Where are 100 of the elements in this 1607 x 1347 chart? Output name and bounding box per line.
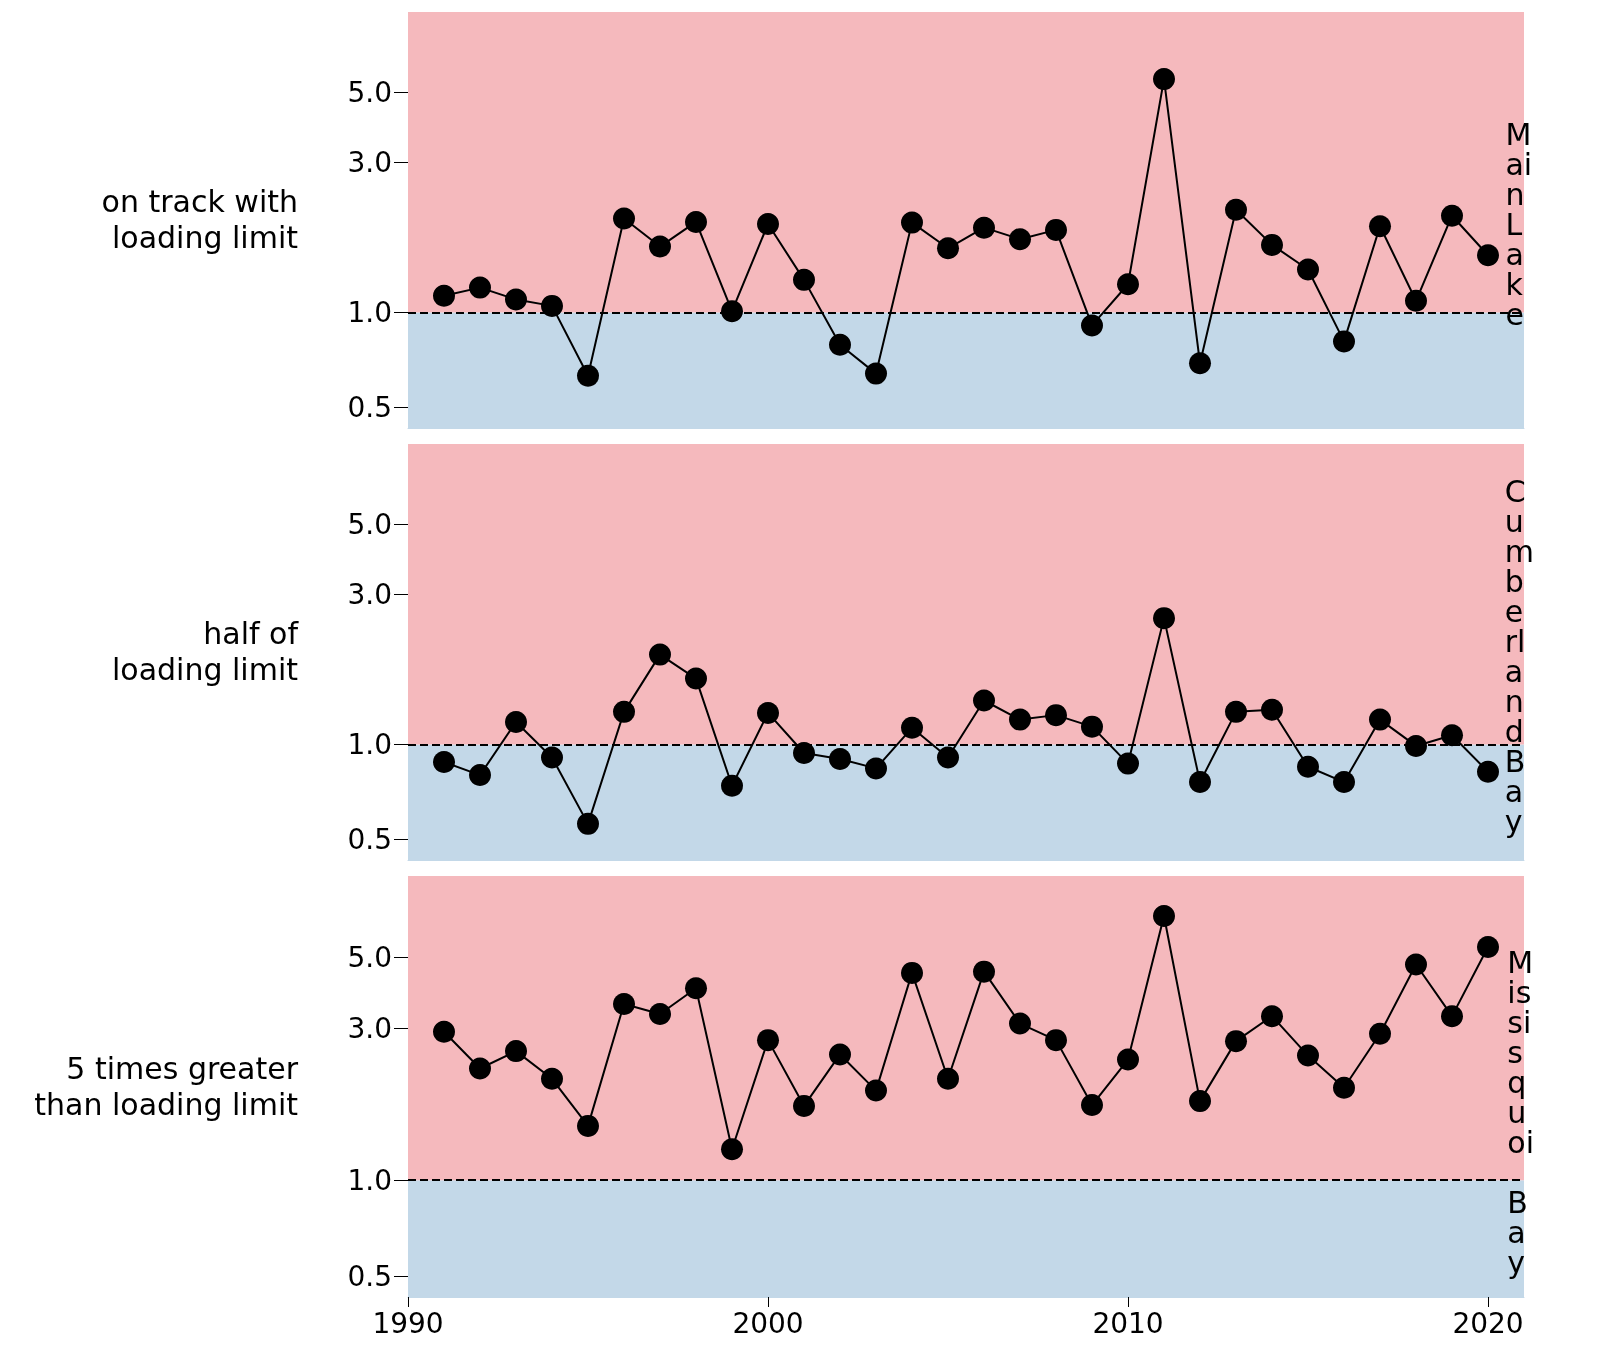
y-tick-label: 0.5 <box>347 390 392 424</box>
point <box>1225 700 1247 723</box>
point <box>577 812 599 835</box>
point <box>721 774 743 797</box>
y-tick-label: 3.0 <box>347 145 392 179</box>
point <box>1081 715 1103 738</box>
point <box>613 700 635 723</box>
point <box>685 210 707 233</box>
point <box>1333 771 1355 794</box>
point <box>1189 1090 1211 1113</box>
point <box>757 1029 779 1052</box>
point <box>793 1094 815 1117</box>
point <box>1009 1012 1031 1035</box>
point <box>1477 760 1499 783</box>
point <box>613 993 635 1015</box>
y-tick-label: 0.5 <box>347 1259 392 1293</box>
y-tick-label: 3.0 <box>347 1011 392 1045</box>
point <box>1261 233 1283 256</box>
point <box>1045 218 1067 241</box>
text: 5 times greater than loading limit <box>34 1050 298 1123</box>
point <box>901 716 923 739</box>
point <box>469 276 491 299</box>
point <box>1297 755 1319 778</box>
point <box>505 710 527 733</box>
point <box>793 268 815 291</box>
point <box>541 746 563 769</box>
y-tick-label: 1.0 <box>347 1163 392 1197</box>
point <box>469 1057 491 1080</box>
chart-title: Missisquoi Bay <box>1507 944 1535 1280</box>
point <box>1225 1030 1247 1053</box>
point <box>757 213 779 236</box>
point <box>433 751 455 774</box>
text: half of loading limit <box>111 616 298 688</box>
y-tick-label: 0.5 <box>347 822 392 856</box>
x-tick-label: 2000 <box>732 1306 804 1340</box>
y-tick-label: 1.0 <box>347 728 392 762</box>
point <box>1369 215 1391 238</box>
point <box>1153 607 1175 630</box>
point <box>541 1067 563 1090</box>
point <box>1441 204 1463 227</box>
y-tick-label: 5.0 <box>347 75 392 109</box>
point <box>937 1067 959 1090</box>
point <box>937 237 959 260</box>
point <box>1333 330 1355 353</box>
point <box>1153 68 1175 91</box>
point <box>1477 935 1499 958</box>
point <box>577 1114 599 1137</box>
point <box>1081 1094 1103 1117</box>
point <box>1441 724 1463 747</box>
point <box>1261 698 1283 721</box>
point <box>577 364 599 387</box>
point <box>757 701 779 724</box>
point <box>973 689 995 712</box>
point <box>973 216 995 239</box>
point <box>541 294 563 317</box>
point <box>649 643 671 666</box>
point <box>1369 708 1391 731</box>
point <box>649 1003 671 1026</box>
point <box>1153 905 1175 928</box>
point <box>1261 1005 1283 1028</box>
chart-title: Cumberland Bay <box>1504 473 1535 839</box>
point <box>1117 273 1139 296</box>
point <box>865 757 887 780</box>
point <box>829 333 851 356</box>
point <box>901 961 923 984</box>
y-tick-label: 1.0 <box>347 296 392 330</box>
point <box>1297 258 1319 281</box>
point <box>1009 228 1031 251</box>
point <box>433 1020 455 1043</box>
point <box>1441 1005 1463 1028</box>
point <box>973 960 995 983</box>
point <box>793 742 815 765</box>
point <box>1477 244 1499 267</box>
point <box>1081 314 1103 337</box>
point <box>1045 1029 1067 1052</box>
point <box>685 977 707 1000</box>
point <box>613 207 635 230</box>
point <box>469 764 491 787</box>
x-tick-label: 2020 <box>1452 1306 1524 1340</box>
x-tick-label: 2010 <box>1092 1306 1164 1340</box>
x-tick-label: 1990 <box>372 1306 444 1340</box>
point <box>1189 771 1211 794</box>
text: Main Lake <box>1505 116 1535 332</box>
point <box>1405 734 1427 757</box>
point <box>1189 352 1211 375</box>
y-tick-label: 5.0 <box>347 507 392 541</box>
point <box>937 746 959 769</box>
point <box>649 235 671 258</box>
text: on track with loading limit <box>101 184 298 256</box>
point <box>1405 289 1427 312</box>
point <box>685 667 707 690</box>
point <box>721 1138 743 1161</box>
point <box>865 362 887 385</box>
point <box>901 211 923 234</box>
point <box>1297 1044 1319 1067</box>
y-tick-label: 3.0 <box>347 577 392 611</box>
point <box>1009 708 1031 731</box>
point <box>1117 1048 1139 1071</box>
point <box>505 1040 527 1063</box>
point <box>1045 704 1067 727</box>
